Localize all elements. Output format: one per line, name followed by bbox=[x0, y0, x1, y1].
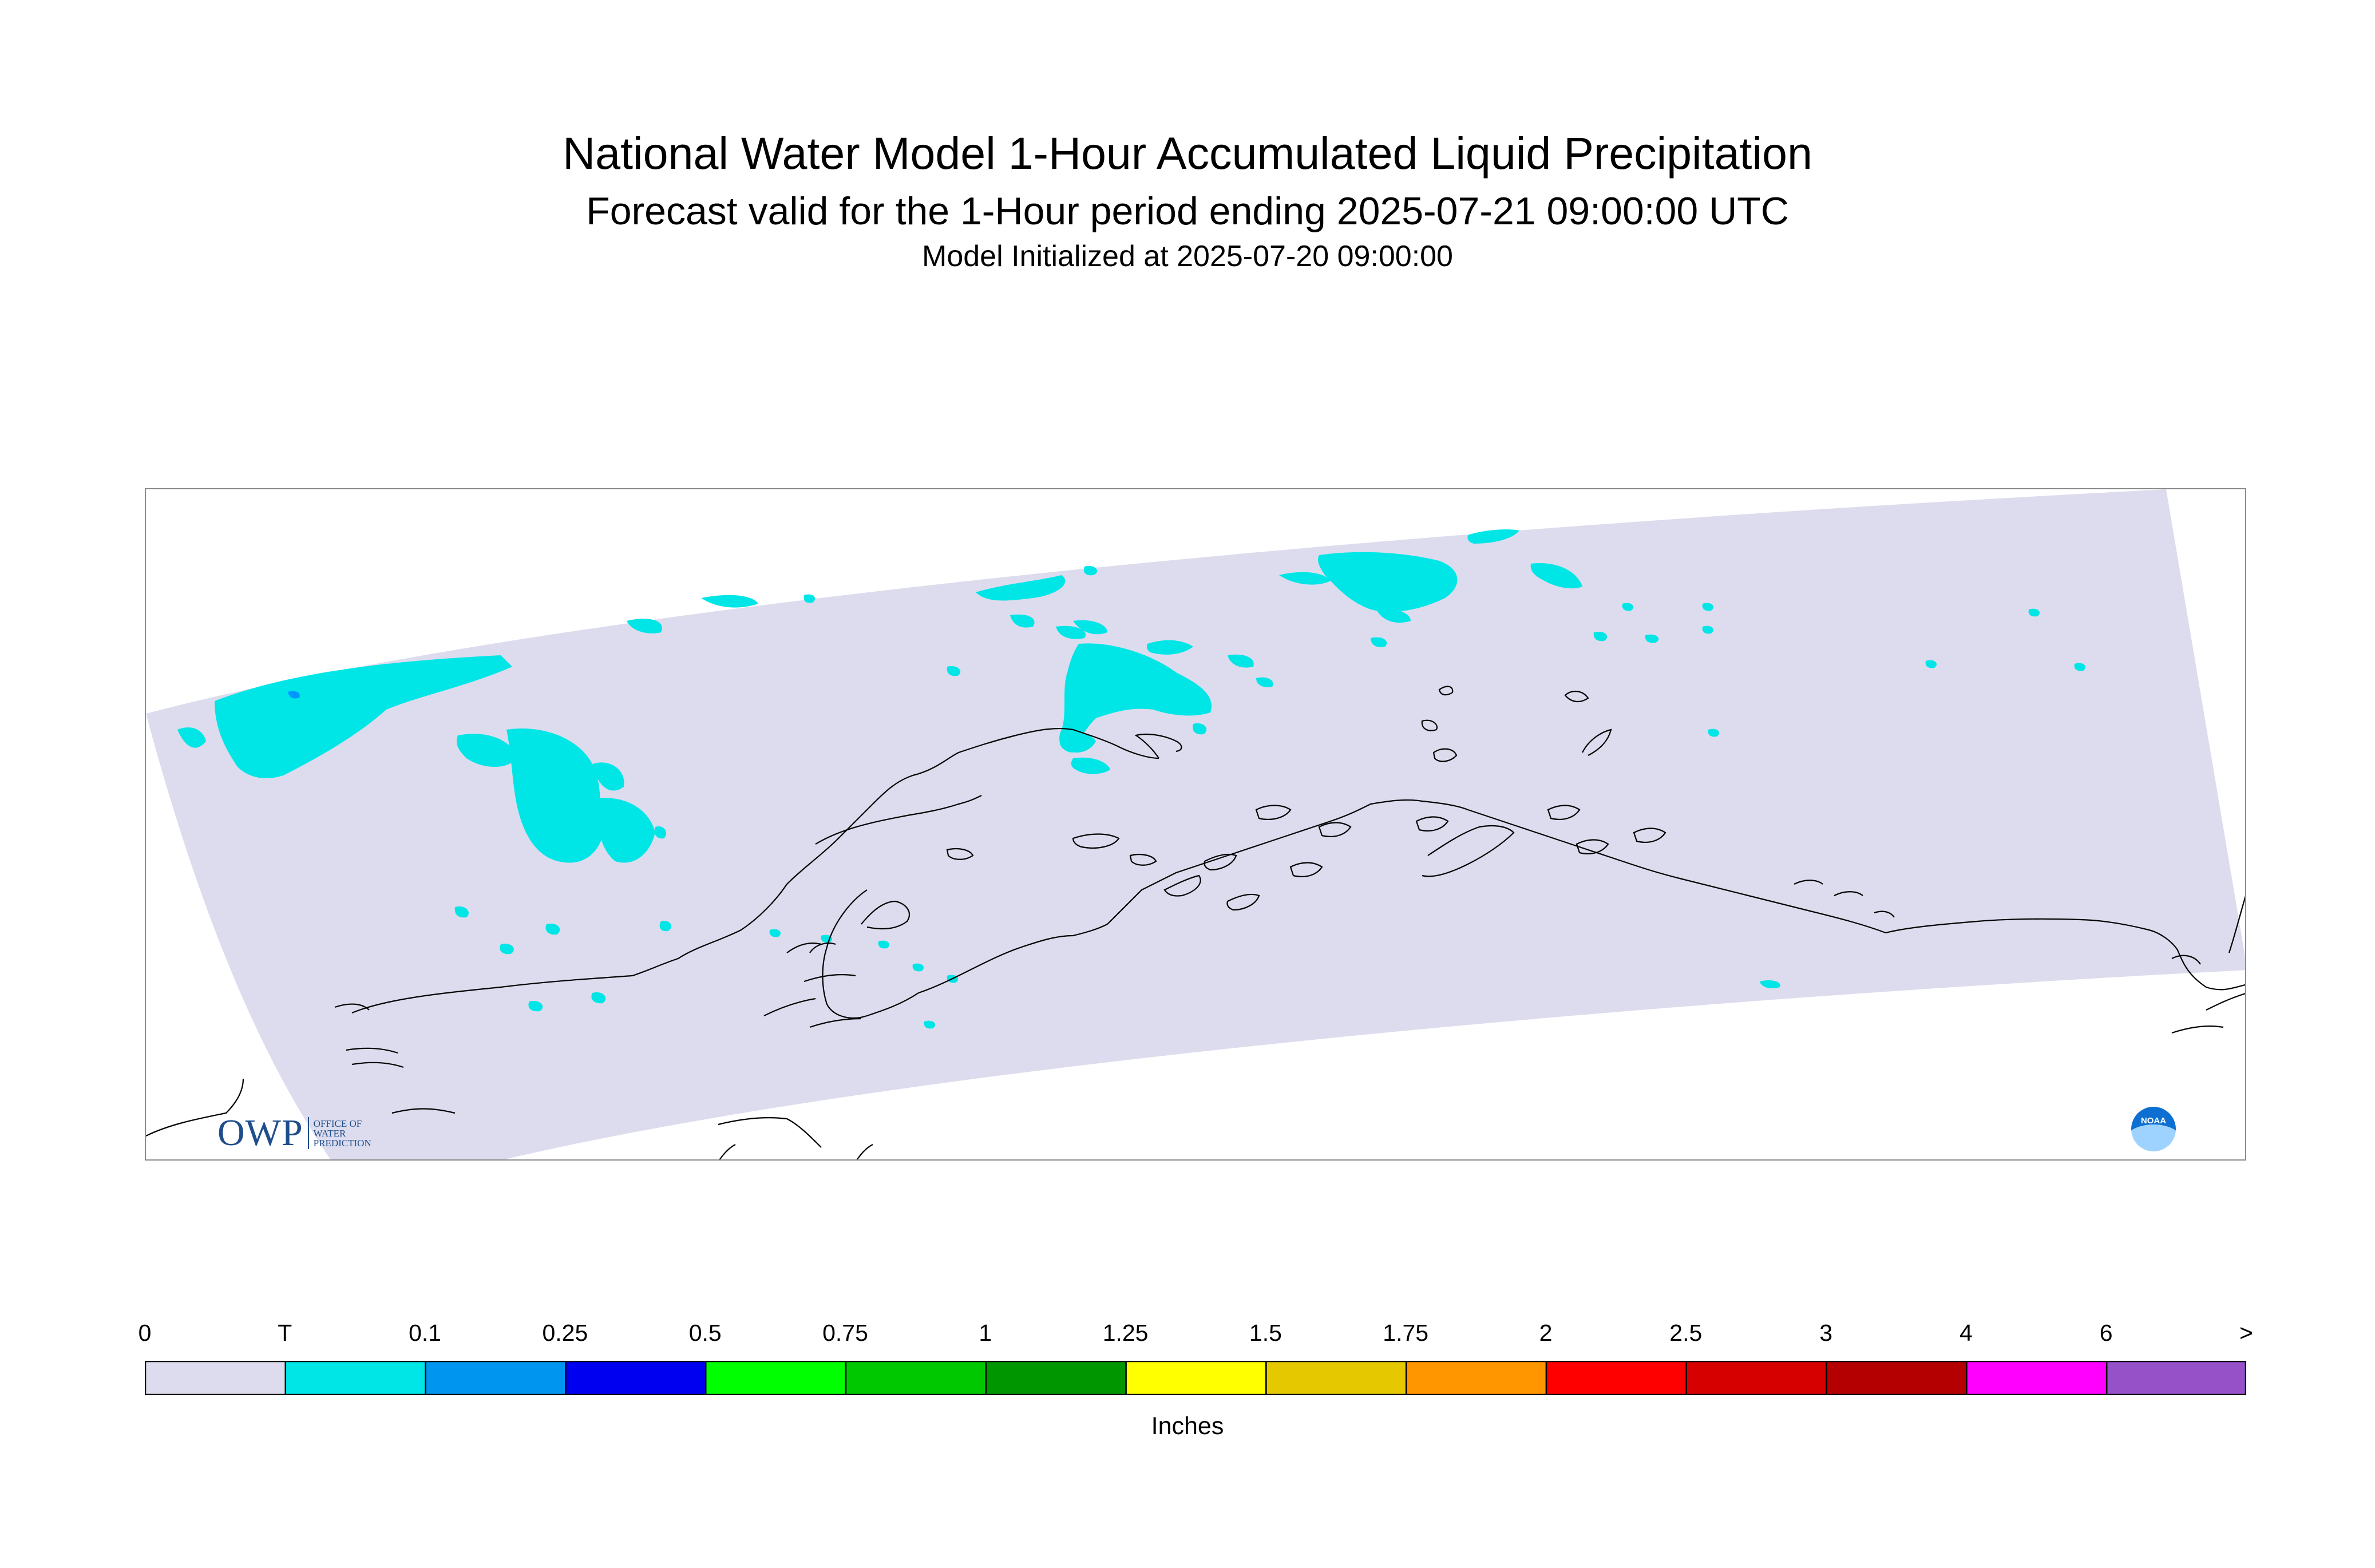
legend-swatch-0 bbox=[145, 1361, 287, 1395]
legend-tick-2: 0.1 bbox=[409, 1320, 442, 1346]
legend-units-label: Inches bbox=[1151, 1412, 1224, 1440]
owp-logo-subtext: OFFICE OF WATER PREDICTION bbox=[314, 1119, 371, 1148]
owp-logo-divider bbox=[307, 1117, 309, 1149]
legend-swatch-4 bbox=[704, 1361, 847, 1395]
noaa-logo-wave bbox=[2131, 1124, 2176, 1151]
legend-swatch-7 bbox=[1125, 1361, 1267, 1395]
precipitation-areas bbox=[177, 529, 2086, 1029]
legend-swatch-5 bbox=[845, 1361, 987, 1395]
precipitation-heavier-spot bbox=[288, 691, 300, 699]
legend-swatch-8 bbox=[1265, 1361, 1407, 1395]
owp-logo: OWP OFFICE OF WATER PREDICTION bbox=[217, 1113, 371, 1153]
legend-tick-6: 1 bbox=[979, 1320, 992, 1346]
legend-tick-13: 4 bbox=[1959, 1320, 1973, 1346]
legend-swatch-13 bbox=[1966, 1361, 2108, 1395]
legend-tick-12: 3 bbox=[1819, 1320, 1832, 1346]
map-subtitle: Forecast valid for the 1-Hour period end… bbox=[586, 189, 1789, 233]
legend-tick-15: > bbox=[2239, 1320, 2253, 1346]
legend-tick-14: 6 bbox=[2099, 1320, 2113, 1346]
legend-swatch-6 bbox=[985, 1361, 1127, 1395]
legend-swatch-12 bbox=[1826, 1361, 1968, 1395]
model-domain bbox=[146, 489, 2245, 1159]
map-title: National Water Model 1-Hour Accumulated … bbox=[563, 128, 1812, 179]
model-init-label: Model Initialized at 2025-07-20 09:00:00 bbox=[922, 240, 1453, 273]
legend-swatch-14 bbox=[2105, 1361, 2246, 1395]
legend-swatch-11 bbox=[1685, 1361, 1827, 1395]
coastlines bbox=[146, 686, 2245, 1159]
noaa-logo-text: NOAA bbox=[2140, 1116, 2167, 1126]
owp-logo-line2: WATER bbox=[313, 1127, 346, 1139]
legend-tick-9: 1.75 bbox=[1383, 1320, 1429, 1346]
noaa-logo: NOAA bbox=[2129, 1105, 2178, 1153]
legend-tick-1: T bbox=[278, 1320, 292, 1346]
legend-tick-5: 0.75 bbox=[822, 1320, 868, 1346]
legend-tick-10: 2 bbox=[1539, 1320, 1553, 1346]
legend-swatch-3 bbox=[565, 1361, 707, 1395]
legend-tick-0: 0 bbox=[138, 1320, 152, 1346]
legend-tick-7: 1.25 bbox=[1102, 1320, 1149, 1346]
color-legend bbox=[145, 1361, 2246, 1395]
legend-swatch-10 bbox=[1545, 1361, 1688, 1395]
owp-logo-text: OWP bbox=[217, 1112, 303, 1154]
legend-swatch-2 bbox=[425, 1361, 567, 1395]
precipitation-map: OWP OFFICE OF WATER PREDICTION NOAA bbox=[145, 488, 2246, 1161]
legend-tick-4: 0.5 bbox=[688, 1320, 722, 1346]
legend-swatch-1 bbox=[284, 1361, 426, 1395]
legend-tick-3: 0.25 bbox=[542, 1320, 588, 1346]
owp-logo-line3: PREDICTION bbox=[313, 1137, 371, 1149]
owp-logo-line1: OFFICE OF bbox=[313, 1118, 362, 1129]
legend-tick-8: 1.5 bbox=[1249, 1320, 1282, 1346]
legend-swatch-9 bbox=[1405, 1361, 1547, 1395]
legend-tick-11: 2.5 bbox=[1669, 1320, 1703, 1346]
